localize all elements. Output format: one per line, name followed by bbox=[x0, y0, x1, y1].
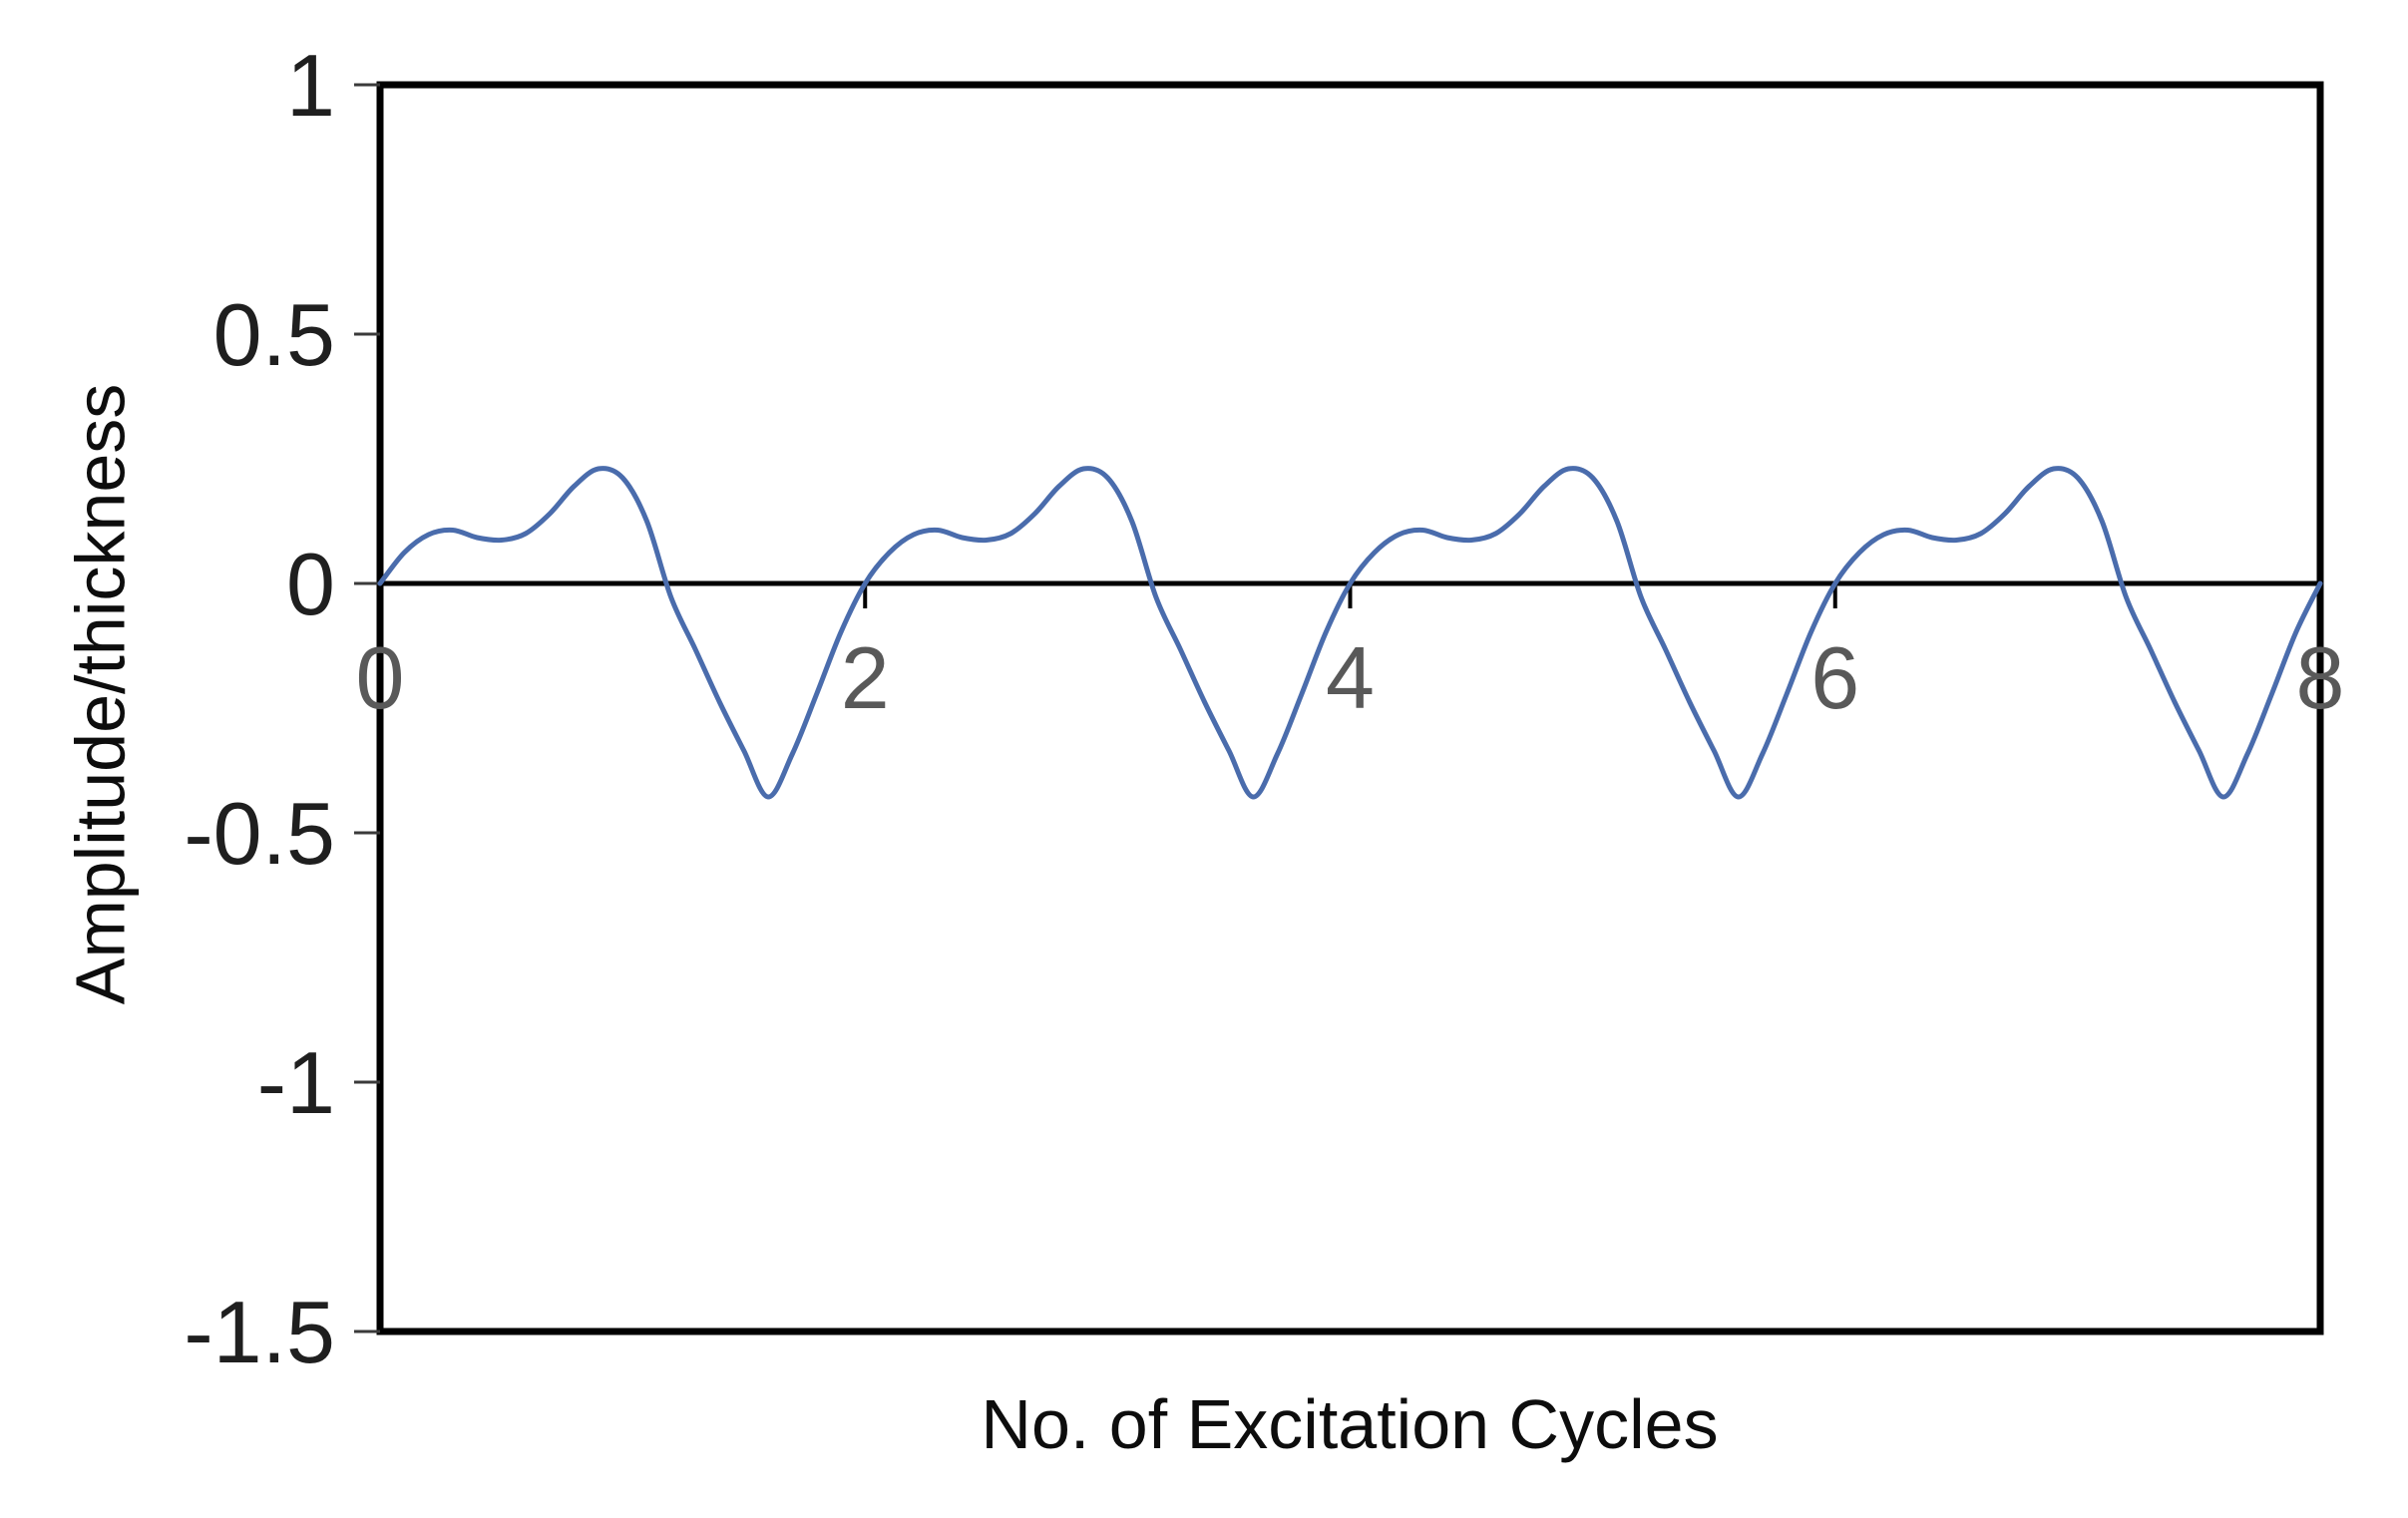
y-axis-title: Amplitude/thickness bbox=[62, 384, 140, 1005]
y-tick-label: 1 bbox=[286, 36, 335, 135]
plot-border bbox=[376, 81, 2324, 1335]
y-tick-label: -0.5 bbox=[184, 784, 335, 883]
y-tick-label: 0 bbox=[286, 535, 335, 633]
x-tick-label: 8 bbox=[2296, 628, 2345, 727]
amplitude-waveform-curve bbox=[377, 466, 2323, 800]
x-tick-label: 4 bbox=[1326, 628, 1375, 727]
y-axis-ticks bbox=[354, 83, 380, 1333]
x-tick-label: 6 bbox=[1810, 628, 1859, 727]
x-axis-tick-labels: 0 2 4 6 8 bbox=[356, 628, 2345, 727]
y-axis-tick-labels: 1 0.5 0 -0.5 -1 -1.5 bbox=[184, 36, 335, 1381]
x-tick-label: 0 bbox=[356, 628, 405, 727]
x-axis-title: No. of Excitation Cycles bbox=[981, 1385, 1718, 1463]
y-tick-label: -1.5 bbox=[184, 1283, 335, 1381]
y-tick-label: -1 bbox=[257, 1033, 335, 1132]
y-tick-label: 0.5 bbox=[213, 285, 335, 384]
x-tick-label: 2 bbox=[841, 628, 890, 727]
